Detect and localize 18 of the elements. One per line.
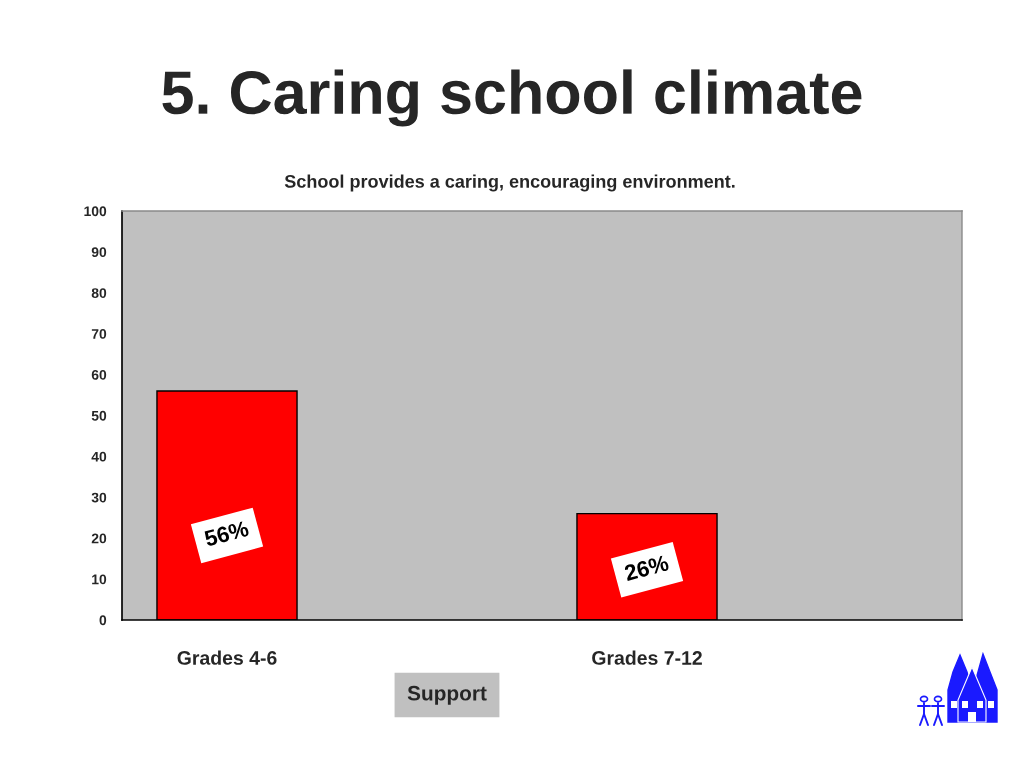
y-tick-label: 80 [91,288,107,298]
y-tick-label: 0 [99,615,107,626]
data-label: 26% [623,554,670,582]
y-tick-label: 100 [84,206,107,217]
y-tick-label: 90 [91,247,107,258]
y-tick-label: 10 [92,574,107,585]
chart-subtitle: School provides a caring, encouraging environment. [284,174,735,192]
y-tick-label: 60 [91,369,107,380]
text: Support [407,685,487,705]
data-label: 56% [203,520,250,547]
chart-title: 5. Caring school climate [162,69,862,127]
y-tick-label: 70 [91,329,107,339]
y-tick-label: 40 [91,451,107,462]
x-tick-label: Grades 4-6 [177,650,277,665]
x-tick-label: Grades 7-12 [592,650,702,665]
y-tick-label: 20 [91,533,107,544]
y-tick-label: 30 [91,492,107,503]
y-tick-label: 50 [91,410,107,421]
